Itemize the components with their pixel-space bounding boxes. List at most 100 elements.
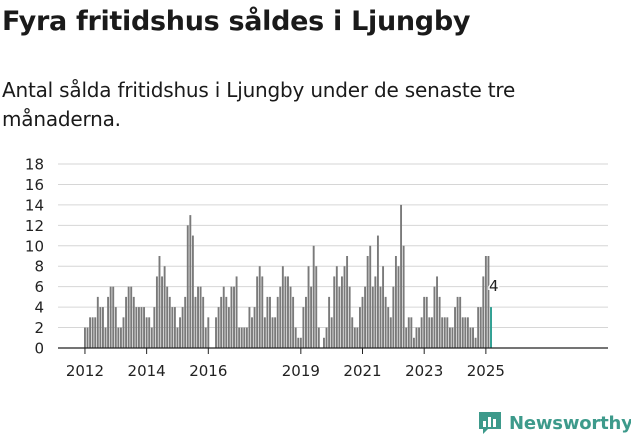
bar [222,286,225,348]
bar [482,276,485,348]
bar [238,327,241,348]
bar [405,327,408,348]
bar [369,245,372,348]
x-tick-label: 2014 [128,362,166,380]
bar [464,317,467,348]
bar [107,296,110,348]
chart-title: Fyra fritidshus såldes i Ljungby [2,6,471,37]
bar [294,327,297,348]
bar [374,276,377,348]
bar [191,235,194,348]
bar [484,256,487,348]
bar [94,317,97,348]
bar [292,296,295,348]
bar [358,307,361,348]
bar [353,327,356,348]
bar [86,327,89,348]
bar [148,317,151,348]
bar [436,276,438,348]
bar [132,296,135,348]
bar [266,296,269,348]
y-tick-label: 16 [25,176,44,194]
bar [233,286,235,348]
bar [253,307,256,348]
bar [400,204,403,348]
bar [315,266,318,348]
bar [420,317,423,348]
bar [317,327,320,348]
bar [448,327,451,348]
bar [163,266,166,348]
bar [258,266,261,348]
bar [158,256,161,348]
x-tick-label: 2023 [405,362,443,380]
x-tick-label: 2016 [189,362,227,380]
bar [430,317,433,348]
bar [274,317,277,348]
bar [276,296,279,348]
bar [194,296,197,348]
bar [341,276,343,348]
bar [472,327,474,348]
y-tick-label: 8 [34,258,44,276]
bar [197,286,199,348]
bar [155,276,158,348]
bar [428,317,431,348]
bar [415,327,418,348]
bar [227,307,230,348]
bar [351,317,354,348]
bar [392,286,395,348]
bar [454,307,456,348]
x-tick-label: 2021 [343,362,381,380]
bar [225,296,228,348]
latest-value-label: 4 [489,277,499,295]
bar [466,317,469,348]
bar [240,327,243,348]
bar [312,245,315,348]
y-tick-label: 14 [25,196,44,214]
bar [271,317,274,348]
bar [99,307,102,348]
chart-subtitle: Antal sålda fritidshus i Ljungby under d… [2,78,516,131]
bar [215,317,217,348]
bar [279,286,282,348]
bar [338,286,341,348]
bar [122,317,125,348]
bar [441,317,444,348]
bar [407,317,410,348]
bar [384,296,387,348]
x-tick-label: 2012 [66,362,104,380]
bar [402,245,405,348]
bar [125,296,128,348]
bar [325,327,328,348]
y-tick-label: 0 [34,340,44,358]
bar [343,266,346,348]
highlight-bar [490,307,492,348]
bar [130,286,133,348]
bar [387,307,390,348]
bar [96,296,99,348]
bar [397,266,400,348]
bar [168,296,171,348]
bar [289,286,292,348]
bar [89,317,92,348]
bar [189,215,192,348]
bar [256,276,259,348]
bar [230,286,233,348]
annotations: 4 [488,276,501,297]
brand-name: Newsworthy [509,412,631,434]
bar [456,296,459,348]
bar [410,317,413,348]
y-tick-label: 18 [25,156,44,174]
gridlines [58,163,608,329]
bar [150,327,153,348]
bar [184,296,187,348]
bar [305,296,307,348]
bar [284,276,287,348]
bar [186,225,189,348]
bar [263,317,266,348]
bar [479,307,482,348]
bar [243,327,246,348]
bar [161,276,163,348]
bar [235,276,238,348]
